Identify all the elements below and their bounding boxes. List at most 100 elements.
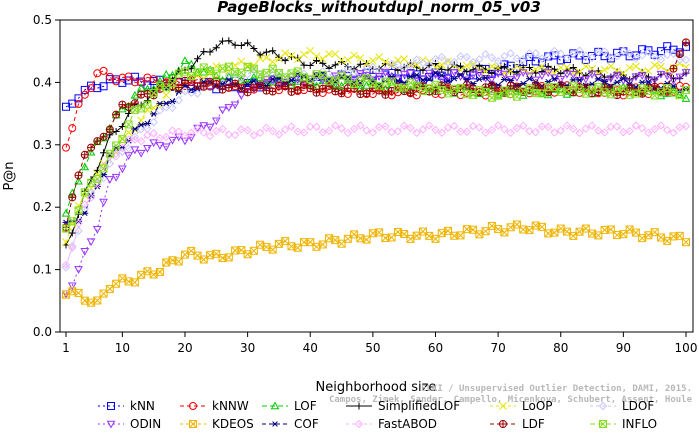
data-point (393, 127, 403, 136)
data-point (525, 75, 533, 82)
data-point-ring (418, 82, 427, 91)
data-point (243, 126, 252, 135)
data-point (68, 124, 77, 133)
data-point-cross (682, 238, 690, 247)
data-point (200, 48, 208, 56)
data-point (130, 278, 139, 287)
data-point (299, 238, 308, 247)
data-point (212, 249, 221, 258)
data-point (180, 67, 189, 76)
data-point (669, 128, 678, 137)
legend-item-ldof: LDOF (590, 399, 654, 413)
x-tick-label: 40 (303, 341, 318, 355)
data-point (456, 127, 465, 136)
data-point (657, 62, 665, 71)
data-point (269, 88, 277, 96)
data-point (230, 130, 240, 140)
data-point (443, 58, 453, 67)
data-point (180, 137, 190, 146)
data-point (387, 73, 397, 82)
data-point (131, 126, 139, 132)
data-point (493, 70, 503, 78)
data-point (450, 58, 459, 67)
legend-item-kdeos: KDEOS (180, 417, 254, 431)
data-point (199, 122, 209, 131)
data-point (306, 46, 315, 55)
data-point (74, 99, 83, 108)
data-point (168, 256, 177, 265)
data-point (313, 57, 321, 64)
data-point-ring (312, 88, 321, 97)
data-point (625, 49, 634, 58)
data-point (349, 124, 359, 134)
data-point (437, 52, 446, 62)
data-point (556, 63, 565, 72)
data-point (606, 122, 616, 132)
data-point (550, 76, 558, 82)
data-point (237, 68, 246, 77)
data-point (325, 77, 334, 86)
data-point (475, 55, 484, 64)
watermark-line-1: ELKI / Unsupervised Outlier Detection, D… (421, 383, 692, 394)
data-point-ring (193, 82, 202, 91)
data-point (93, 175, 102, 184)
data-point (556, 126, 565, 135)
data-point (443, 73, 453, 82)
data-point (499, 420, 507, 428)
data-point (130, 78, 139, 87)
data-point (199, 67, 209, 76)
data-point (644, 67, 653, 75)
data-point (206, 48, 214, 56)
data-point (468, 121, 478, 131)
data-point (262, 48, 270, 56)
data-point (519, 225, 528, 234)
y-tick-label: 0.5 (33, 13, 52, 27)
data-point (394, 56, 402, 64)
data-point (425, 61, 433, 69)
data-point (500, 70, 509, 79)
data-point (337, 56, 346, 65)
data-point-ring (93, 137, 102, 146)
data-point (324, 126, 334, 136)
series-line (65, 124, 687, 265)
data-point (350, 51, 358, 60)
data-point (362, 59, 371, 68)
data-point (80, 188, 89, 197)
data-point (143, 144, 152, 153)
data-point (255, 72, 265, 81)
data-point (431, 80, 440, 89)
legend-label: LDF (522, 417, 545, 431)
data-point-cross (174, 257, 183, 266)
data-point (581, 75, 591, 84)
data-point (355, 70, 365, 78)
data-point (513, 83, 521, 91)
data-point (338, 89, 346, 97)
data-point (362, 64, 371, 73)
data-point (268, 58, 277, 66)
data-point (368, 62, 378, 72)
data-point (412, 128, 421, 138)
data-point (86, 238, 96, 247)
data-point (581, 124, 591, 133)
data-point (118, 73, 127, 82)
data-point (118, 104, 127, 113)
data-point (306, 122, 315, 131)
data-point (281, 49, 290, 58)
data-point (124, 72, 133, 81)
legend-item-knn: kNN (98, 399, 155, 413)
data-point (600, 47, 609, 56)
data-point (243, 85, 252, 93)
data-point (418, 227, 427, 236)
data-point-ring (499, 420, 507, 428)
data-point (274, 68, 283, 77)
data-point (656, 70, 666, 79)
data-point (531, 89, 540, 98)
data-point-cross (224, 253, 233, 262)
data-point (168, 103, 177, 113)
data-point (662, 89, 672, 97)
data-point (669, 232, 678, 241)
data-point (631, 51, 640, 60)
x-tick-label: 60 (428, 341, 443, 355)
data-point (431, 54, 440, 64)
data-point (631, 121, 641, 130)
